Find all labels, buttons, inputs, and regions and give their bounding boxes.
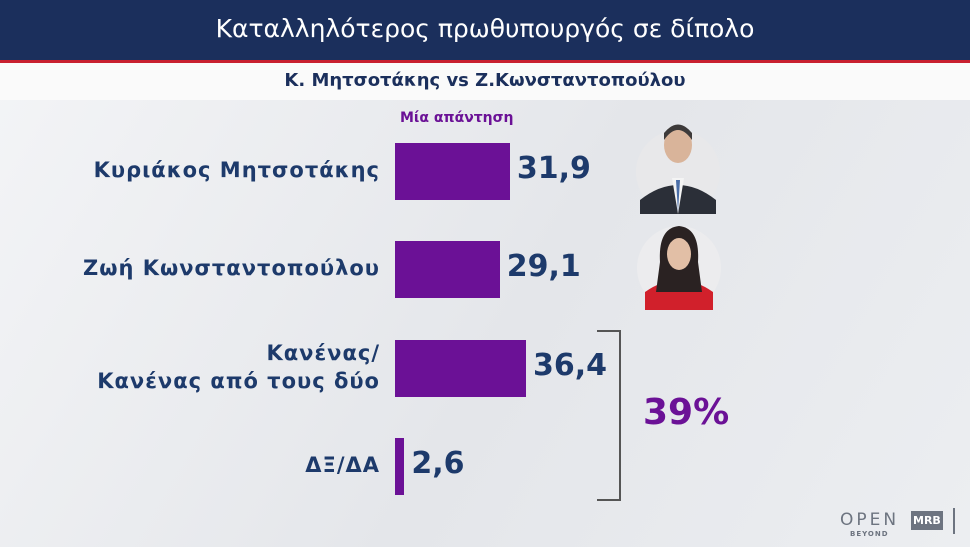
category-label: Ζωή Κωνσταντοπούλου <box>82 255 380 280</box>
bar <box>395 143 510 200</box>
value-label: 36,4 <box>533 348 608 383</box>
bar <box>395 241 500 298</box>
divider <box>0 60 970 63</box>
title-band <box>0 0 970 60</box>
divider <box>953 508 955 534</box>
bar <box>395 438 405 495</box>
series-label: Μία απάντηση <box>400 110 514 126</box>
category-label: ΔΞ/ΔΑ <box>305 452 380 477</box>
logo: BEYOND <box>850 530 889 538</box>
logo: MRB <box>911 511 943 530</box>
portrait <box>636 124 720 214</box>
category-label: Κυριάκος Μητσοτάκης <box>93 157 380 182</box>
logo: OPEN <box>840 510 900 530</box>
bracket-annotation: 39% <box>643 392 730 433</box>
bracket <box>597 330 621 501</box>
value-label: 2,6 <box>411 446 465 481</box>
bar <box>395 340 527 397</box>
category-label: Κανένας/ Κανένας από τους δύο <box>97 340 380 393</box>
chart-subtitle: Κ. Μητσοτάκης vs Ζ.Κωνσταντοπούλου <box>284 70 686 91</box>
subtitle-band <box>0 63 970 100</box>
chart-title: Καταλληλότερος πρωθυπουργός σε δίπολο <box>215 14 755 43</box>
portrait <box>637 226 721 310</box>
value-label: 31,9 <box>516 151 591 186</box>
value-label: 29,1 <box>506 249 581 284</box>
